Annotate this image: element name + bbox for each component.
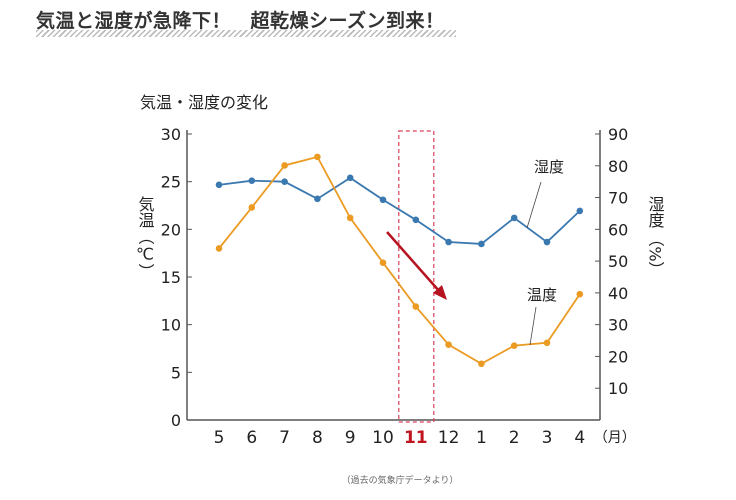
x-tick-label: 10 [372,428,394,448]
x-tick-label: 5 [214,428,225,448]
left-tick-label: 0 [171,411,181,430]
x-tick-label: 7 [279,428,290,448]
x-tick-label: 9 [345,428,356,448]
highlight-box [398,130,435,423]
data-point [379,196,387,204]
right-tick-label: 60 [608,220,628,239]
left-tick-label: 15 [161,268,181,287]
source-note: （過去の気象庁データより） [342,474,459,486]
data-point [379,259,387,267]
data-point [314,153,321,161]
trend-arrow [386,231,441,293]
right-tick-label: 10 [608,379,628,398]
data-point [510,342,518,349]
data-point [478,240,485,248]
right-tick-label: 80 [608,157,628,176]
right-tick-label: 90 [608,125,628,144]
headline: 気温と湿度が急降下！ 超乾燥シーズン到来！ [36,10,445,32]
data-point [543,238,551,246]
data-point [576,290,584,298]
data-point [248,204,256,211]
data-point [543,339,551,347]
right-tick-label: 70 [608,189,628,208]
left-tick-label: 20 [161,220,181,239]
data-point [281,162,288,169]
data-point [248,177,256,185]
right-axis-title-unit: （%） [646,230,665,277]
data-point [510,214,518,222]
data-point [215,181,223,189]
right-tick-label: 20 [608,347,628,366]
x-tick-label: 6 [246,428,257,448]
x-tick-label: 12 [438,428,460,448]
data-point [346,214,354,222]
humidity-series-label: 湿度 [534,158,564,176]
left-tick-label: 5 [171,363,181,382]
chart-title: 気温・湿度の変化 [140,93,268,112]
temperature-leader-line [529,306,537,346]
x-tick-label: 2 [509,428,520,448]
right-tick-label: 50 [608,252,628,271]
data-point [314,195,321,203]
left-axis-title: 気温 [136,196,155,228]
data-point [346,174,354,182]
trend-arrow-head-icon [433,285,447,300]
data-point [215,245,223,252]
data-point [412,216,420,224]
right-tick-label: 40 [608,284,628,303]
temperature-series-label: 温度 [527,286,557,304]
series-line-humidity [218,176,581,245]
data-point [445,341,452,348]
data-point [412,303,420,310]
headline-underline [36,30,456,37]
x-tick-label: 11 [404,428,428,448]
right-axis-title: 湿度 [646,196,665,228]
data-point [478,360,485,368]
left-tick-label: 30 [161,125,181,144]
x-tick-label: 4 [574,428,585,448]
data-point [281,178,288,185]
x-unit-label: （月） [594,430,636,446]
x-tick-label: 3 [542,428,553,448]
left-tick-label: 10 [161,316,181,335]
humidity-leader-line [526,181,542,229]
x-tick-label: 8 [312,428,323,448]
x-tick-label: 1 [476,428,487,448]
series-line-temperature [218,155,581,365]
data-point [445,238,452,246]
right-tick-label: 30 [608,316,628,335]
data-point [576,207,584,215]
left-axis-title-unit: （℃） [135,229,154,280]
left-tick-label: 25 [161,173,181,192]
